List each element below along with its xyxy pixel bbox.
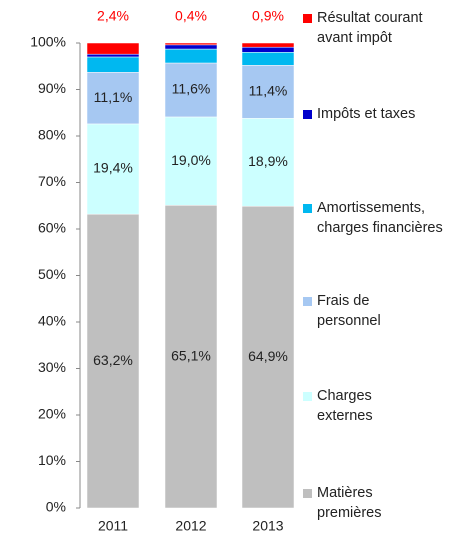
- bar-segment: [164, 116, 218, 206]
- value-label: 0,4%: [175, 8, 207, 24]
- x-tick-label: 2011: [98, 518, 128, 534]
- y-tick-label: 20%: [38, 406, 66, 422]
- value-label: 2,4%: [97, 8, 129, 24]
- bar-segment: [86, 42, 140, 55]
- value-label: 11,6%: [172, 81, 211, 97]
- legend-item: Amortissements, charges financières: [303, 198, 453, 238]
- legend-item: Matières premières: [303, 483, 453, 523]
- bar-segment: [86, 213, 140, 509]
- bar-segment: [86, 56, 140, 73]
- value-label: 11,1%: [94, 89, 133, 105]
- bar-segment: [164, 62, 218, 118]
- legend-swatch: [303, 297, 312, 306]
- y-tick-label: 70%: [38, 173, 66, 189]
- legend-item: Frais de personnel: [303, 291, 453, 331]
- legend-item: Charges externes: [303, 386, 453, 426]
- value-label: 11,4%: [249, 83, 288, 99]
- bar-segment: [241, 118, 295, 207]
- legend-label: Résultat courant avant impôt: [317, 10, 423, 46]
- value-label: 64,9%: [248, 348, 288, 364]
- bar-segment: [241, 46, 295, 53]
- legend-label: Frais de personnel: [317, 293, 381, 329]
- value-label: 19,4%: [93, 160, 133, 176]
- y-tick-label: 60%: [38, 220, 66, 236]
- y-tick-label: 30%: [38, 359, 66, 375]
- y-tick-label: 90%: [38, 80, 66, 96]
- value-label: 19,0%: [171, 152, 211, 168]
- y-tick-label: 50%: [38, 266, 66, 282]
- value-label: 65,1%: [171, 347, 211, 363]
- legend-label: Charges externes: [317, 388, 373, 424]
- bar-segment: [164, 44, 218, 50]
- y-tick-label: 100%: [30, 34, 66, 50]
- y-tick-label: 10%: [38, 452, 66, 468]
- bar-segment: [86, 53, 140, 58]
- legend-swatch: [303, 392, 312, 401]
- bar-segment: [164, 48, 218, 64]
- legend-label: Matières premières: [317, 485, 382, 521]
- legend-label: Impôts et taxes: [317, 106, 416, 122]
- legend-label: Amortissements, charges financières: [317, 200, 443, 236]
- bar-segment: [164, 42, 218, 46]
- legend-item: Impôts et taxes: [303, 104, 453, 124]
- legend-swatch: [303, 14, 312, 23]
- legend-swatch: [303, 489, 312, 498]
- y-tick-label: 80%: [38, 127, 66, 143]
- bar-segment: [241, 52, 295, 66]
- value-label: 0,9%: [252, 8, 284, 24]
- value-label: 63,2%: [93, 352, 133, 368]
- x-tick-label: 2013: [252, 518, 283, 534]
- legend-item: Résultat courant avant impôt: [303, 8, 453, 48]
- bar-segment: [86, 123, 140, 215]
- value-label: 18,9%: [248, 153, 288, 169]
- bar-segment: [241, 205, 295, 509]
- legend-swatch: [303, 110, 312, 119]
- bar-segment: [241, 42, 295, 48]
- y-tick-label: 0%: [46, 499, 66, 515]
- legend-swatch: [303, 204, 312, 213]
- y-tick-label: 40%: [38, 313, 66, 329]
- x-tick-label: 2012: [175, 518, 206, 534]
